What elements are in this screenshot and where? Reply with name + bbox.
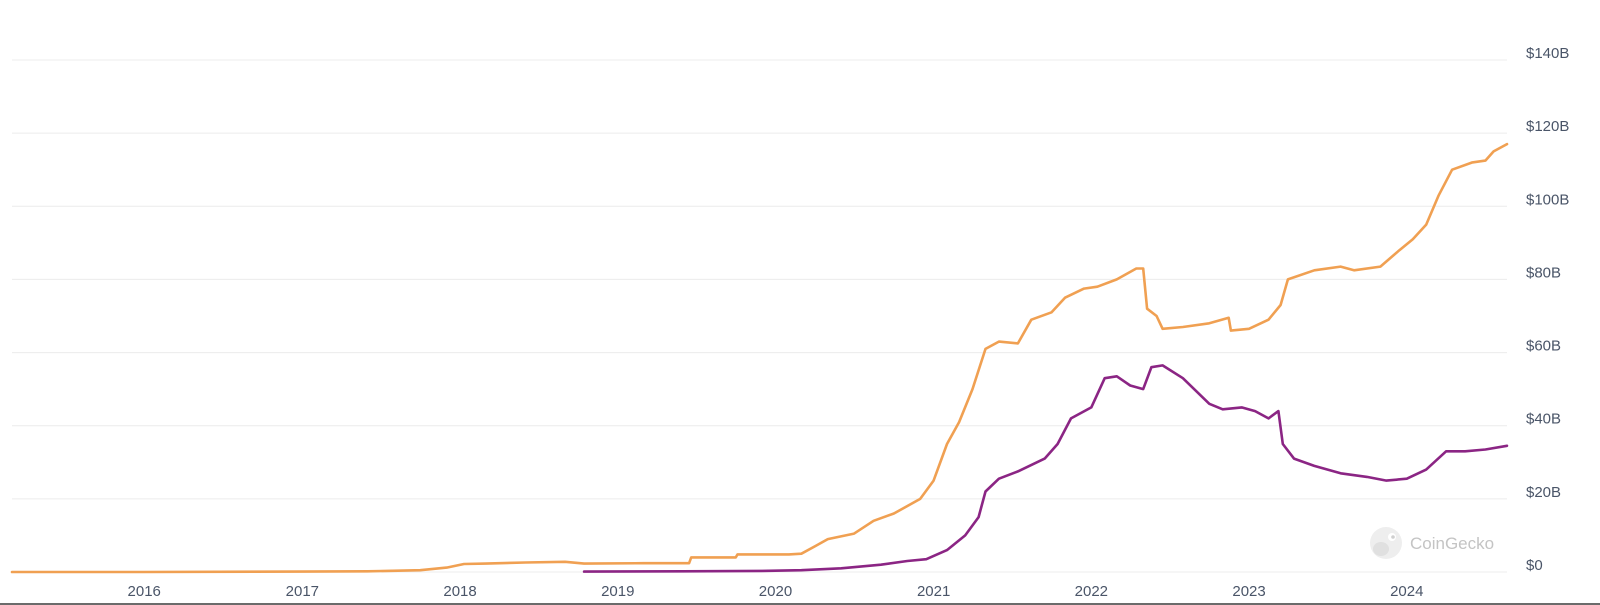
x-tick-label: 2022	[1075, 583, 1108, 600]
y-tick-label: $20B	[1526, 484, 1561, 501]
y-tick-label: $80B	[1526, 264, 1561, 281]
x-tick-label: 2019	[601, 583, 634, 600]
watermark: CoinGecko	[1370, 527, 1494, 559]
x-tick-label: 2020	[759, 583, 792, 600]
series-line-1	[10, 142, 1509, 574]
x-tick-label: 2016	[128, 583, 161, 600]
y-axis-ticks: $0 $20B $40B $60B $80B $100B $120B $140B	[1526, 45, 1569, 574]
x-tick-label: 2023	[1232, 583, 1265, 600]
series-lines	[10, 142, 1509, 574]
y-tick-label: $60B	[1526, 338, 1561, 355]
series-line-2	[582, 364, 1509, 573]
y-tick-label: $40B	[1526, 411, 1561, 428]
x-tick-label: 2021	[917, 583, 950, 600]
x-tick-label: 2018	[443, 583, 476, 600]
y-tick-label: $120B	[1526, 118, 1569, 135]
y-tick-label: $0	[1526, 557, 1543, 574]
x-tick-label: 2024	[1390, 583, 1423, 600]
x-tick-label: 2017	[286, 583, 319, 600]
x-axis-ticks: 2016 2017 2018 2019 2020 2021 2022 2023 2024	[128, 583, 1424, 600]
gecko-logo-icon	[1370, 527, 1402, 559]
y-tick-label: $140B	[1526, 45, 1569, 62]
y-tick-label: $100B	[1526, 191, 1569, 208]
watermark-text: CoinGecko	[1410, 534, 1494, 553]
grid-lines	[12, 59, 1507, 573]
